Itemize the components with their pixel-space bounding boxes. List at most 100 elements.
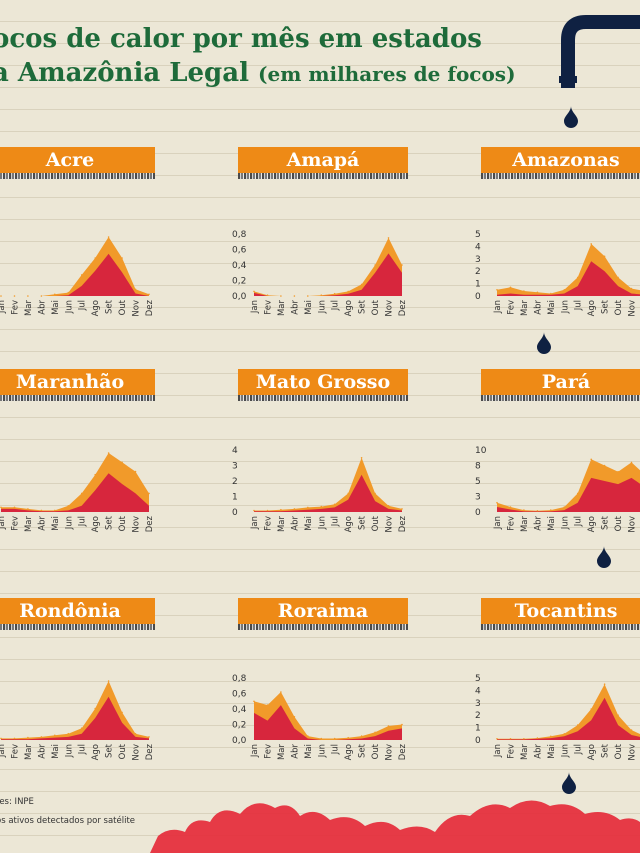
data-point bbox=[523, 290, 525, 292]
x-tick-label: Mai bbox=[304, 516, 314, 531]
x-tick-label: Jul bbox=[574, 744, 584, 755]
y-tick-label: 0,2 bbox=[232, 277, 246, 287]
y-tick-label: 3 bbox=[475, 699, 481, 709]
x-tick-label: Dez bbox=[398, 299, 408, 316]
panel-title-underline bbox=[481, 395, 640, 401]
x-tick-label: Fev bbox=[264, 744, 274, 759]
x-tick-label: Abr bbox=[290, 516, 300, 531]
data-point bbox=[576, 276, 579, 279]
x-tick-label: Set bbox=[601, 743, 611, 758]
y-tick-label: 3 bbox=[232, 462, 238, 472]
x-tick-label: Fev bbox=[507, 300, 517, 315]
y-tick-label: 0,8 bbox=[232, 230, 247, 240]
x-tick-label: Nov bbox=[628, 744, 638, 761]
series-area bbox=[497, 477, 640, 512]
data-point bbox=[0, 737, 2, 740]
data-point bbox=[333, 292, 336, 295]
x-tick-label: Set bbox=[105, 515, 115, 530]
x-tick-label: Jul bbox=[78, 300, 88, 311]
chart-title: ocos de calor por mês em estados a Amazôn… bbox=[0, 22, 516, 91]
panel-title: Rondônia bbox=[0, 598, 155, 624]
data-point bbox=[67, 291, 70, 294]
data-point bbox=[360, 457, 363, 459]
series-points bbox=[496, 683, 633, 740]
x-tick-label: Nov bbox=[132, 516, 142, 533]
water-drop-icon bbox=[597, 546, 611, 568]
x-tick-label: Dez bbox=[145, 299, 155, 316]
data-point bbox=[590, 708, 592, 710]
x-tick-label: Set bbox=[358, 515, 368, 530]
x-tick-label: Jul bbox=[331, 744, 341, 755]
x-tick-label: Set bbox=[105, 743, 115, 758]
data-point bbox=[80, 274, 83, 276]
data-point bbox=[121, 257, 123, 259]
x-tick-label: Ago bbox=[587, 516, 597, 532]
data-point bbox=[54, 734, 56, 737]
data-point bbox=[496, 289, 498, 291]
x-tick-label: Jan bbox=[250, 516, 260, 530]
data-point bbox=[347, 492, 349, 495]
x-tick-label: Set bbox=[358, 299, 368, 314]
x-tick-label: Jul bbox=[78, 516, 88, 527]
data-point bbox=[307, 295, 309, 297]
series-area bbox=[497, 697, 640, 740]
y-tick-label: 0 bbox=[475, 508, 481, 518]
data-point bbox=[590, 243, 592, 245]
x-tick-label: Mai bbox=[304, 300, 314, 315]
series-points bbox=[0, 236, 150, 297]
data-point bbox=[509, 738, 512, 740]
data-point bbox=[387, 237, 390, 239]
x-tick-label: Abr bbox=[533, 300, 543, 315]
series-area bbox=[254, 253, 402, 296]
panel-title-underline bbox=[0, 395, 155, 401]
x-tick-label: Jun bbox=[560, 516, 570, 530]
y-tick-label: 8 bbox=[475, 462, 481, 472]
data-point bbox=[563, 506, 566, 508]
x-tick-label: Ago bbox=[344, 300, 354, 316]
x-tick-label: Jan bbox=[493, 744, 503, 758]
footnote: os ativos detectados por satélite bbox=[0, 816, 136, 826]
data-point bbox=[266, 294, 269, 296]
data-point bbox=[536, 510, 539, 512]
x-tick-label: Fev bbox=[11, 516, 21, 531]
x-tick-label: Mai bbox=[304, 744, 314, 759]
data-point bbox=[293, 716, 296, 718]
x-tick-label: Abr bbox=[37, 744, 47, 759]
panel-title-underline bbox=[0, 624, 155, 630]
x-tick-label: Out bbox=[614, 743, 624, 759]
x-tick-label: Fev bbox=[264, 516, 274, 531]
data-point bbox=[401, 508, 403, 510]
x-tick-label: Jul bbox=[331, 516, 341, 527]
data-point bbox=[121, 461, 123, 464]
series-area bbox=[1, 696, 149, 740]
panel-title-underline bbox=[238, 624, 408, 630]
data-point bbox=[320, 737, 323, 740]
data-point bbox=[333, 737, 336, 740]
data-point bbox=[266, 704, 269, 706]
data-point bbox=[107, 452, 110, 454]
y-tick-label: 1 bbox=[232, 493, 238, 503]
series-points bbox=[0, 452, 150, 512]
data-point bbox=[27, 295, 29, 297]
data-point bbox=[293, 508, 296, 510]
x-tick-label: Jul bbox=[574, 516, 584, 527]
x-tick-label: Mai bbox=[51, 516, 61, 531]
series-points bbox=[253, 457, 403, 512]
data-point bbox=[496, 738, 498, 740]
series-area bbox=[254, 705, 402, 740]
panel-chart: Jan Fev Mar Abr Mai Jun Jul Ago Set Out Nov Dez bbox=[0, 452, 155, 533]
data-point bbox=[563, 733, 566, 735]
panel-title: Acre bbox=[0, 147, 155, 173]
title-line1: ocos de calor por mês em estados bbox=[0, 24, 482, 54]
data-point bbox=[576, 492, 579, 495]
data-point bbox=[347, 290, 349, 293]
x-tick-label: Out bbox=[118, 515, 128, 531]
x-tick-label: Mar bbox=[24, 300, 34, 317]
data-point bbox=[617, 276, 619, 279]
x-tick-label: Set bbox=[105, 299, 115, 314]
x-tick-label: Fev bbox=[507, 516, 517, 531]
panel-chart: 543210JanFevMarAbrMaiJunJulAgoSetOutNovD… bbox=[475, 230, 640, 317]
data-point bbox=[307, 735, 309, 737]
y-tick-label: 0 bbox=[475, 292, 481, 302]
data-point bbox=[280, 691, 282, 693]
